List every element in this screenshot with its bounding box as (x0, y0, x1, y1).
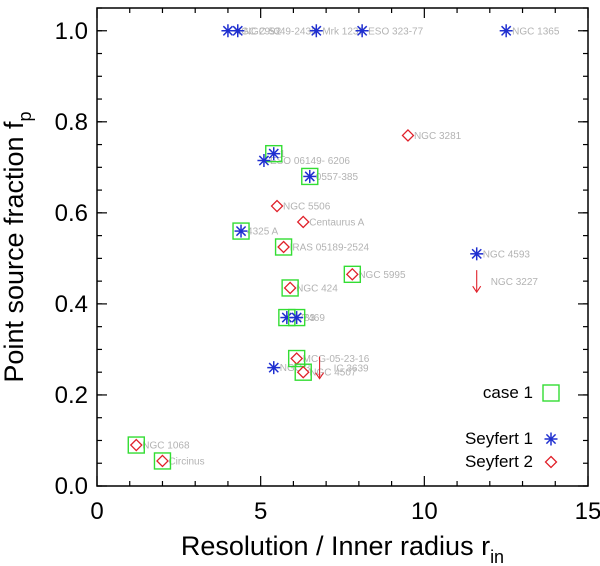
asterisk-stroke (232, 25, 243, 36)
x-axis-label-sub: in (490, 547, 504, 566)
point-label: 4325 A (247, 227, 278, 238)
asterisk-stroke (471, 248, 482, 259)
asterisk-stroke (281, 312, 292, 323)
point-label: Circinus (168, 456, 204, 467)
asterisk-stroke (235, 225, 247, 237)
upper-limit-arrow (315, 356, 325, 380)
case1-box (232, 222, 250, 240)
point-label: MCG-05-23-16 (303, 354, 370, 365)
point-label: IRAS 05189-2524 (290, 243, 370, 254)
y-tick-label: 1.0 (55, 18, 88, 45)
seyfert2-point (296, 365, 310, 379)
arrow-head (315, 372, 325, 380)
legend-seyfert1-swatch (544, 432, 558, 446)
case1-box (287, 308, 306, 327)
case1-box (301, 167, 319, 186)
point-label: Centaurus A (309, 217, 364, 228)
case1-box (287, 349, 306, 368)
y-axis-label: Point source fraction fp (0, 111, 35, 382)
point-label: NGC 5995 (358, 270, 406, 281)
seyfert1-point (290, 311, 304, 325)
asterisk-stroke (304, 171, 315, 182)
asterisk-stroke (311, 25, 322, 36)
point-label: 0557-385 (316, 172, 359, 183)
legend-case1-swatch (542, 384, 560, 402)
asterisk-stroke (258, 155, 270, 166)
point-label: Mrk 1239 (322, 26, 364, 37)
seyfert1-point (303, 169, 317, 183)
seyfert1-point (280, 311, 294, 325)
case1-box (274, 238, 293, 256)
point-label: ESO 06149- 6206 (270, 156, 350, 167)
seyfert1-point (309, 24, 323, 38)
seyfert1-point (499, 24, 513, 38)
y-axis-label-sub: p (15, 111, 35, 121)
point-label: NGC 5506 (283, 202, 331, 213)
seyfert1-point (257, 154, 271, 168)
legend-seyfert2-label: Seyfert 2 (465, 452, 533, 471)
legend-seyfert2-swatch (544, 455, 558, 469)
y-tick-label: 0.4 (55, 291, 88, 318)
point-label: NGC 3281 (414, 131, 462, 142)
x-axis-label: Resolution / Inner radius rin (181, 531, 504, 566)
y-tick-label: 0.0 (55, 473, 88, 500)
seyfert2-point (270, 199, 284, 213)
legend: case 1 Seyfert 1 Seyfert 2 (465, 383, 560, 471)
point-label: ESO 323-77 (368, 26, 423, 37)
asterisk-stroke (268, 148, 279, 159)
asterisk-stroke (268, 362, 279, 373)
case1-box (127, 436, 145, 454)
upper-limit-arrow (472, 270, 482, 294)
case1-box (265, 144, 283, 163)
seyfert2-point (296, 215, 310, 229)
x-tick-label: 10 (411, 498, 438, 525)
seyfert2-point (156, 454, 169, 468)
x-tick-label: 0 (90, 498, 103, 525)
seyfert1-point (267, 147, 281, 161)
seyfert2-point (129, 438, 143, 452)
asterisk-stroke (357, 25, 368, 36)
point-label: 7469 (303, 313, 326, 324)
seyfert2-point (401, 129, 415, 142)
y-tick-label: 0.6 (55, 200, 88, 227)
legend-seyfert1-label: Seyfert 1 (465, 429, 533, 448)
case1-box (281, 279, 299, 297)
point-label: NGC 5349-2436 (244, 26, 317, 37)
point-label: NGC 4507 (309, 368, 357, 379)
asterisk-stroke (501, 25, 512, 36)
asterisk-stroke (545, 433, 557, 445)
seyfert2-point (283, 281, 297, 295)
seyfert1-point (267, 361, 281, 375)
seyfert2-point (345, 267, 359, 281)
point-label: NGC 424 (296, 283, 338, 294)
x-tick-label: 5 (254, 498, 267, 525)
point-label: NGC 4593 (483, 249, 531, 260)
seyfert1-point (234, 224, 248, 238)
point-label: 1 (280, 149, 286, 160)
upper-limit-label: NGC 3227 (491, 277, 539, 288)
seyfert1-point (470, 247, 484, 261)
plot-frame (96, 7, 589, 487)
case1-box (294, 363, 312, 381)
legend-case1-label: case 1 (483, 383, 533, 402)
seyfert1-point (355, 24, 369, 38)
asterisk-stroke (222, 25, 234, 36)
arrow-head (472, 285, 482, 294)
y-tick-label: 0.8 (55, 109, 88, 136)
seyfert1-point (231, 24, 245, 38)
x-tick-label: 15 (575, 498, 600, 525)
case1-box (343, 265, 362, 284)
asterisk-stroke (291, 312, 302, 323)
case1-box (153, 452, 172, 470)
upper-limit-label: IC 3639 (334, 364, 369, 375)
point-label: NGC 1068 (142, 441, 190, 452)
point-label: NGC 2992 (234, 26, 282, 37)
y-tick-label: 0.2 (55, 382, 88, 409)
point-label: NGC 1365 (512, 26, 560, 37)
seyfert2-point (277, 240, 290, 254)
